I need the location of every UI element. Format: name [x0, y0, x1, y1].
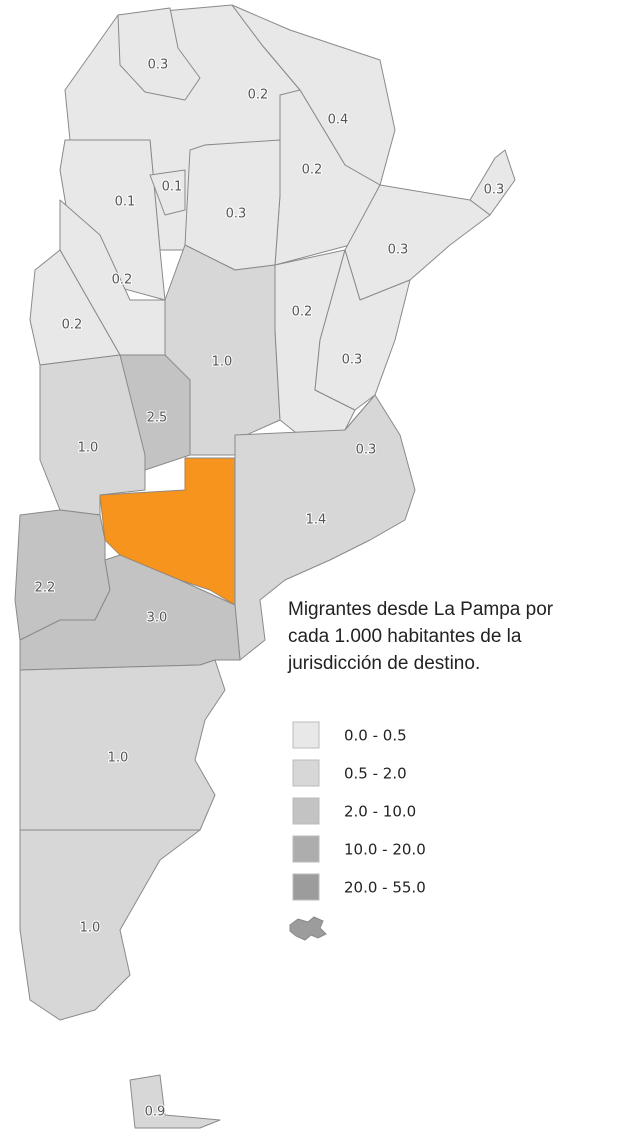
- province: [234, 394, 416, 661]
- province-label: 0.3: [356, 443, 377, 458]
- legend-swatch: [292, 835, 320, 863]
- province: [129, 1074, 221, 1129]
- legend-title: Migrantes desde La Pampa por cada 1.000 h…: [288, 596, 553, 677]
- province: [59, 139, 166, 301]
- legend-label: 10.0 - 20.0: [344, 841, 426, 859]
- legend-label: 2.0 - 10.0: [344, 803, 416, 821]
- province-label: 0.3: [226, 207, 247, 222]
- legend-swatch: [292, 721, 320, 749]
- province-label: 0.2: [302, 163, 323, 178]
- province: [99, 457, 236, 606]
- province-label: 1.0: [212, 355, 233, 370]
- legend-swatch: [292, 873, 320, 901]
- legend-swatch: [292, 797, 320, 825]
- province-label: 1.0: [108, 751, 129, 766]
- province: [19, 829, 201, 1021]
- province-label: 2.5: [147, 411, 168, 426]
- legend-label: 0.0 - 0.5: [344, 727, 407, 745]
- province-label: 0.2: [112, 273, 133, 288]
- legend-label: 0.5 - 2.0: [344, 765, 407, 783]
- province-label: 0.1: [162, 180, 183, 195]
- province: [117, 7, 201, 101]
- province-label: 0.2: [248, 88, 269, 103]
- province-label: 0.9: [145, 1105, 166, 1120]
- province-label: 0.3: [388, 243, 409, 258]
- legend-title-line: Migrantes desde La Pampa por: [288, 599, 554, 620]
- province-label: 0.3: [484, 183, 505, 198]
- legend-title-line: jurisdicción de destino.: [288, 653, 481, 674]
- province: [19, 659, 226, 831]
- legend-label: 20.0 - 55.0: [344, 879, 426, 897]
- legend-swatch: [292, 759, 320, 787]
- province-label: 0.1: [115, 195, 136, 210]
- province-label: 1.0: [80, 921, 101, 936]
- province-label: 1.0: [78, 441, 99, 456]
- province-label: 0.3: [342, 353, 363, 368]
- province-label: 1.4: [306, 513, 327, 528]
- province-label: 2.2: [35, 581, 56, 596]
- province-label: 0.3: [148, 58, 169, 73]
- province-label: 3.0: [147, 611, 168, 626]
- legend-title-line: cada 1.000 habitantes de la: [288, 626, 522, 647]
- province-label: 0.2: [292, 305, 313, 320]
- province: [184, 139, 281, 271]
- province-label: 0.4: [328, 113, 349, 128]
- province: [149, 169, 186, 216]
- province-label: 0.2: [62, 318, 83, 333]
- islands: [289, 916, 327, 941]
